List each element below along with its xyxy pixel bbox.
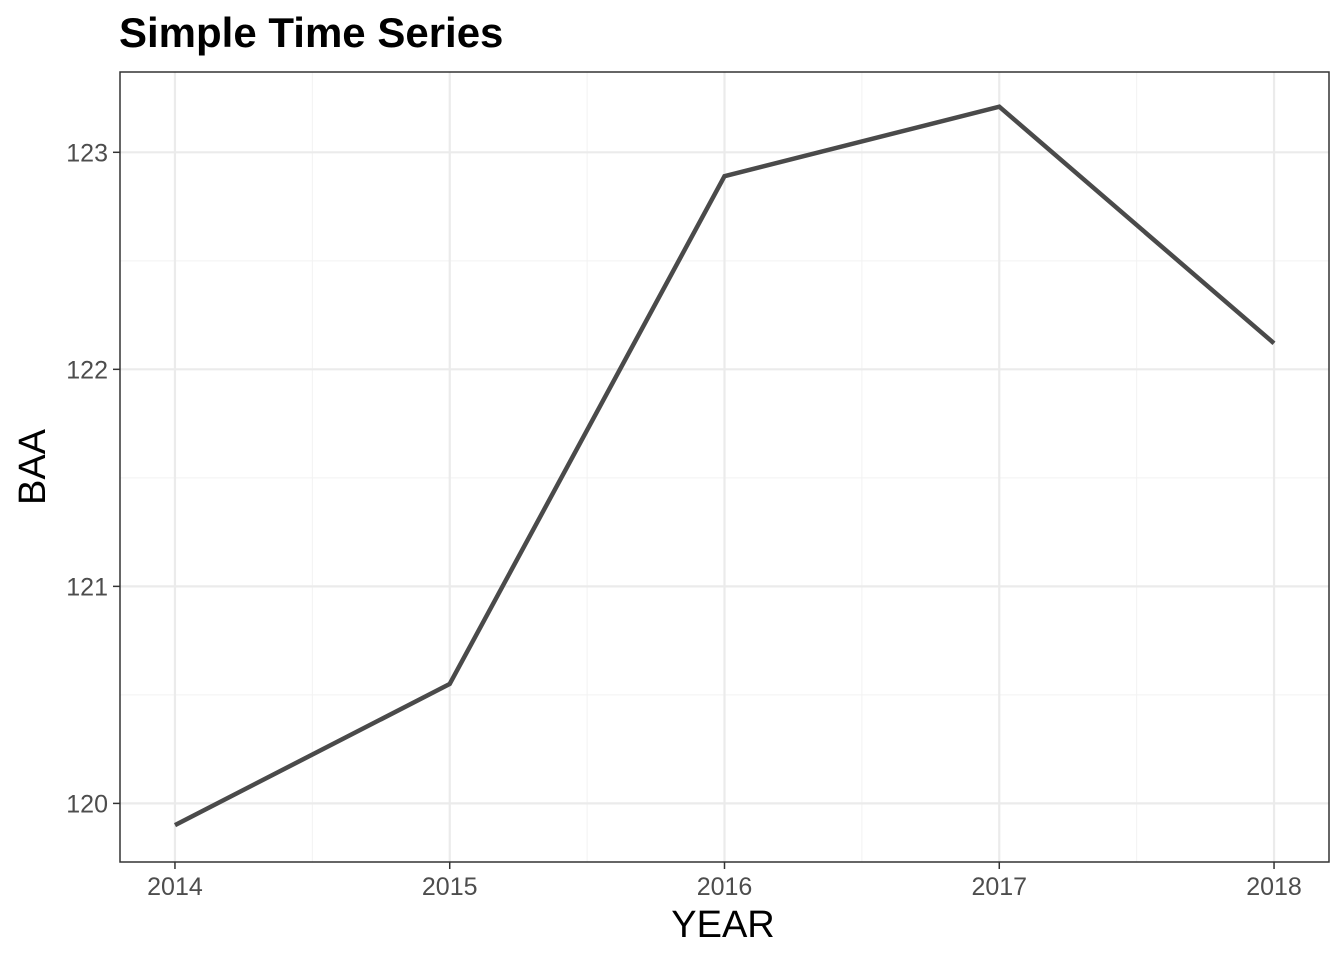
x-tick-label: 2018 xyxy=(1246,873,1302,901)
x-tick-label: 2017 xyxy=(971,873,1027,901)
y-tick-label: 122 xyxy=(66,356,108,384)
y-tick-label: 120 xyxy=(66,790,108,818)
plot-area xyxy=(119,71,1330,863)
y-tick-label: 123 xyxy=(66,139,108,167)
series-layer xyxy=(173,104,1276,828)
x-axis-title: YEAR xyxy=(671,904,774,946)
y-axis-title: BAA xyxy=(12,428,54,505)
y-tick-label: 121 xyxy=(66,573,108,601)
grid-major xyxy=(120,72,1329,862)
y-axis: 120 121 122 123 xyxy=(66,139,120,818)
x-tick-label: 2016 xyxy=(697,873,753,901)
x-axis: 2014 2015 2016 2017 2018 xyxy=(147,862,1302,901)
chart-title: Simple Time Series xyxy=(119,9,503,56)
x-tick-label: 2015 xyxy=(422,873,478,901)
series-line xyxy=(173,104,1276,828)
x-tick-label: 2014 xyxy=(147,873,203,901)
